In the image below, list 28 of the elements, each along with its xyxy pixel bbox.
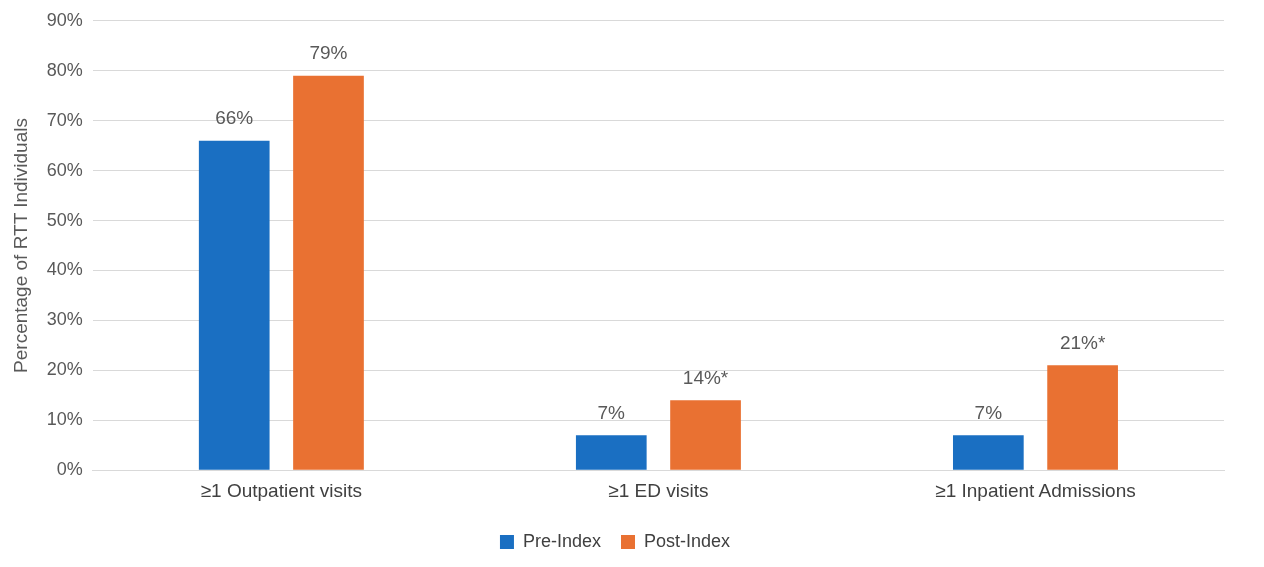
bar — [1047, 365, 1118, 470]
bar — [293, 75, 364, 470]
y-tick-label: 50% — [46, 209, 83, 230]
bar — [575, 435, 647, 470]
y-tick-label: 30% — [46, 309, 83, 330]
x-tick-label: ≥1 ED visits — [608, 479, 709, 501]
legend-label: Post-Index — [644, 530, 731, 551]
x-tick-label: ≥1 Inpatient Admissions — [935, 479, 1136, 501]
bar — [198, 140, 270, 470]
data-label: 66% — [215, 107, 254, 129]
y-tick-label: 60% — [46, 159, 83, 180]
bar — [952, 435, 1024, 470]
data-label: 14%* — [682, 367, 729, 389]
y-tick-label: 80% — [46, 59, 83, 80]
y-axis-title: Percentage of RTT Individuals — [9, 118, 31, 373]
y-tick-label: 10% — [46, 409, 83, 430]
legend-label: Pre-Index — [522, 530, 602, 551]
y-tick-label: 20% — [46, 359, 83, 380]
y-tick-label: 90% — [46, 9, 83, 30]
data-label: 7% — [597, 401, 626, 423]
y-tick-label: 70% — [46, 109, 83, 130]
data-label: 21%* — [1059, 332, 1106, 354]
y-tick-label: 40% — [46, 259, 83, 280]
bar — [670, 400, 741, 470]
data-label: 79% — [309, 42, 348, 64]
y-tick-label: 0% — [56, 459, 83, 480]
data-label: 7% — [974, 401, 1003, 423]
x-tick-label: ≥1 Outpatient visits — [200, 479, 363, 501]
